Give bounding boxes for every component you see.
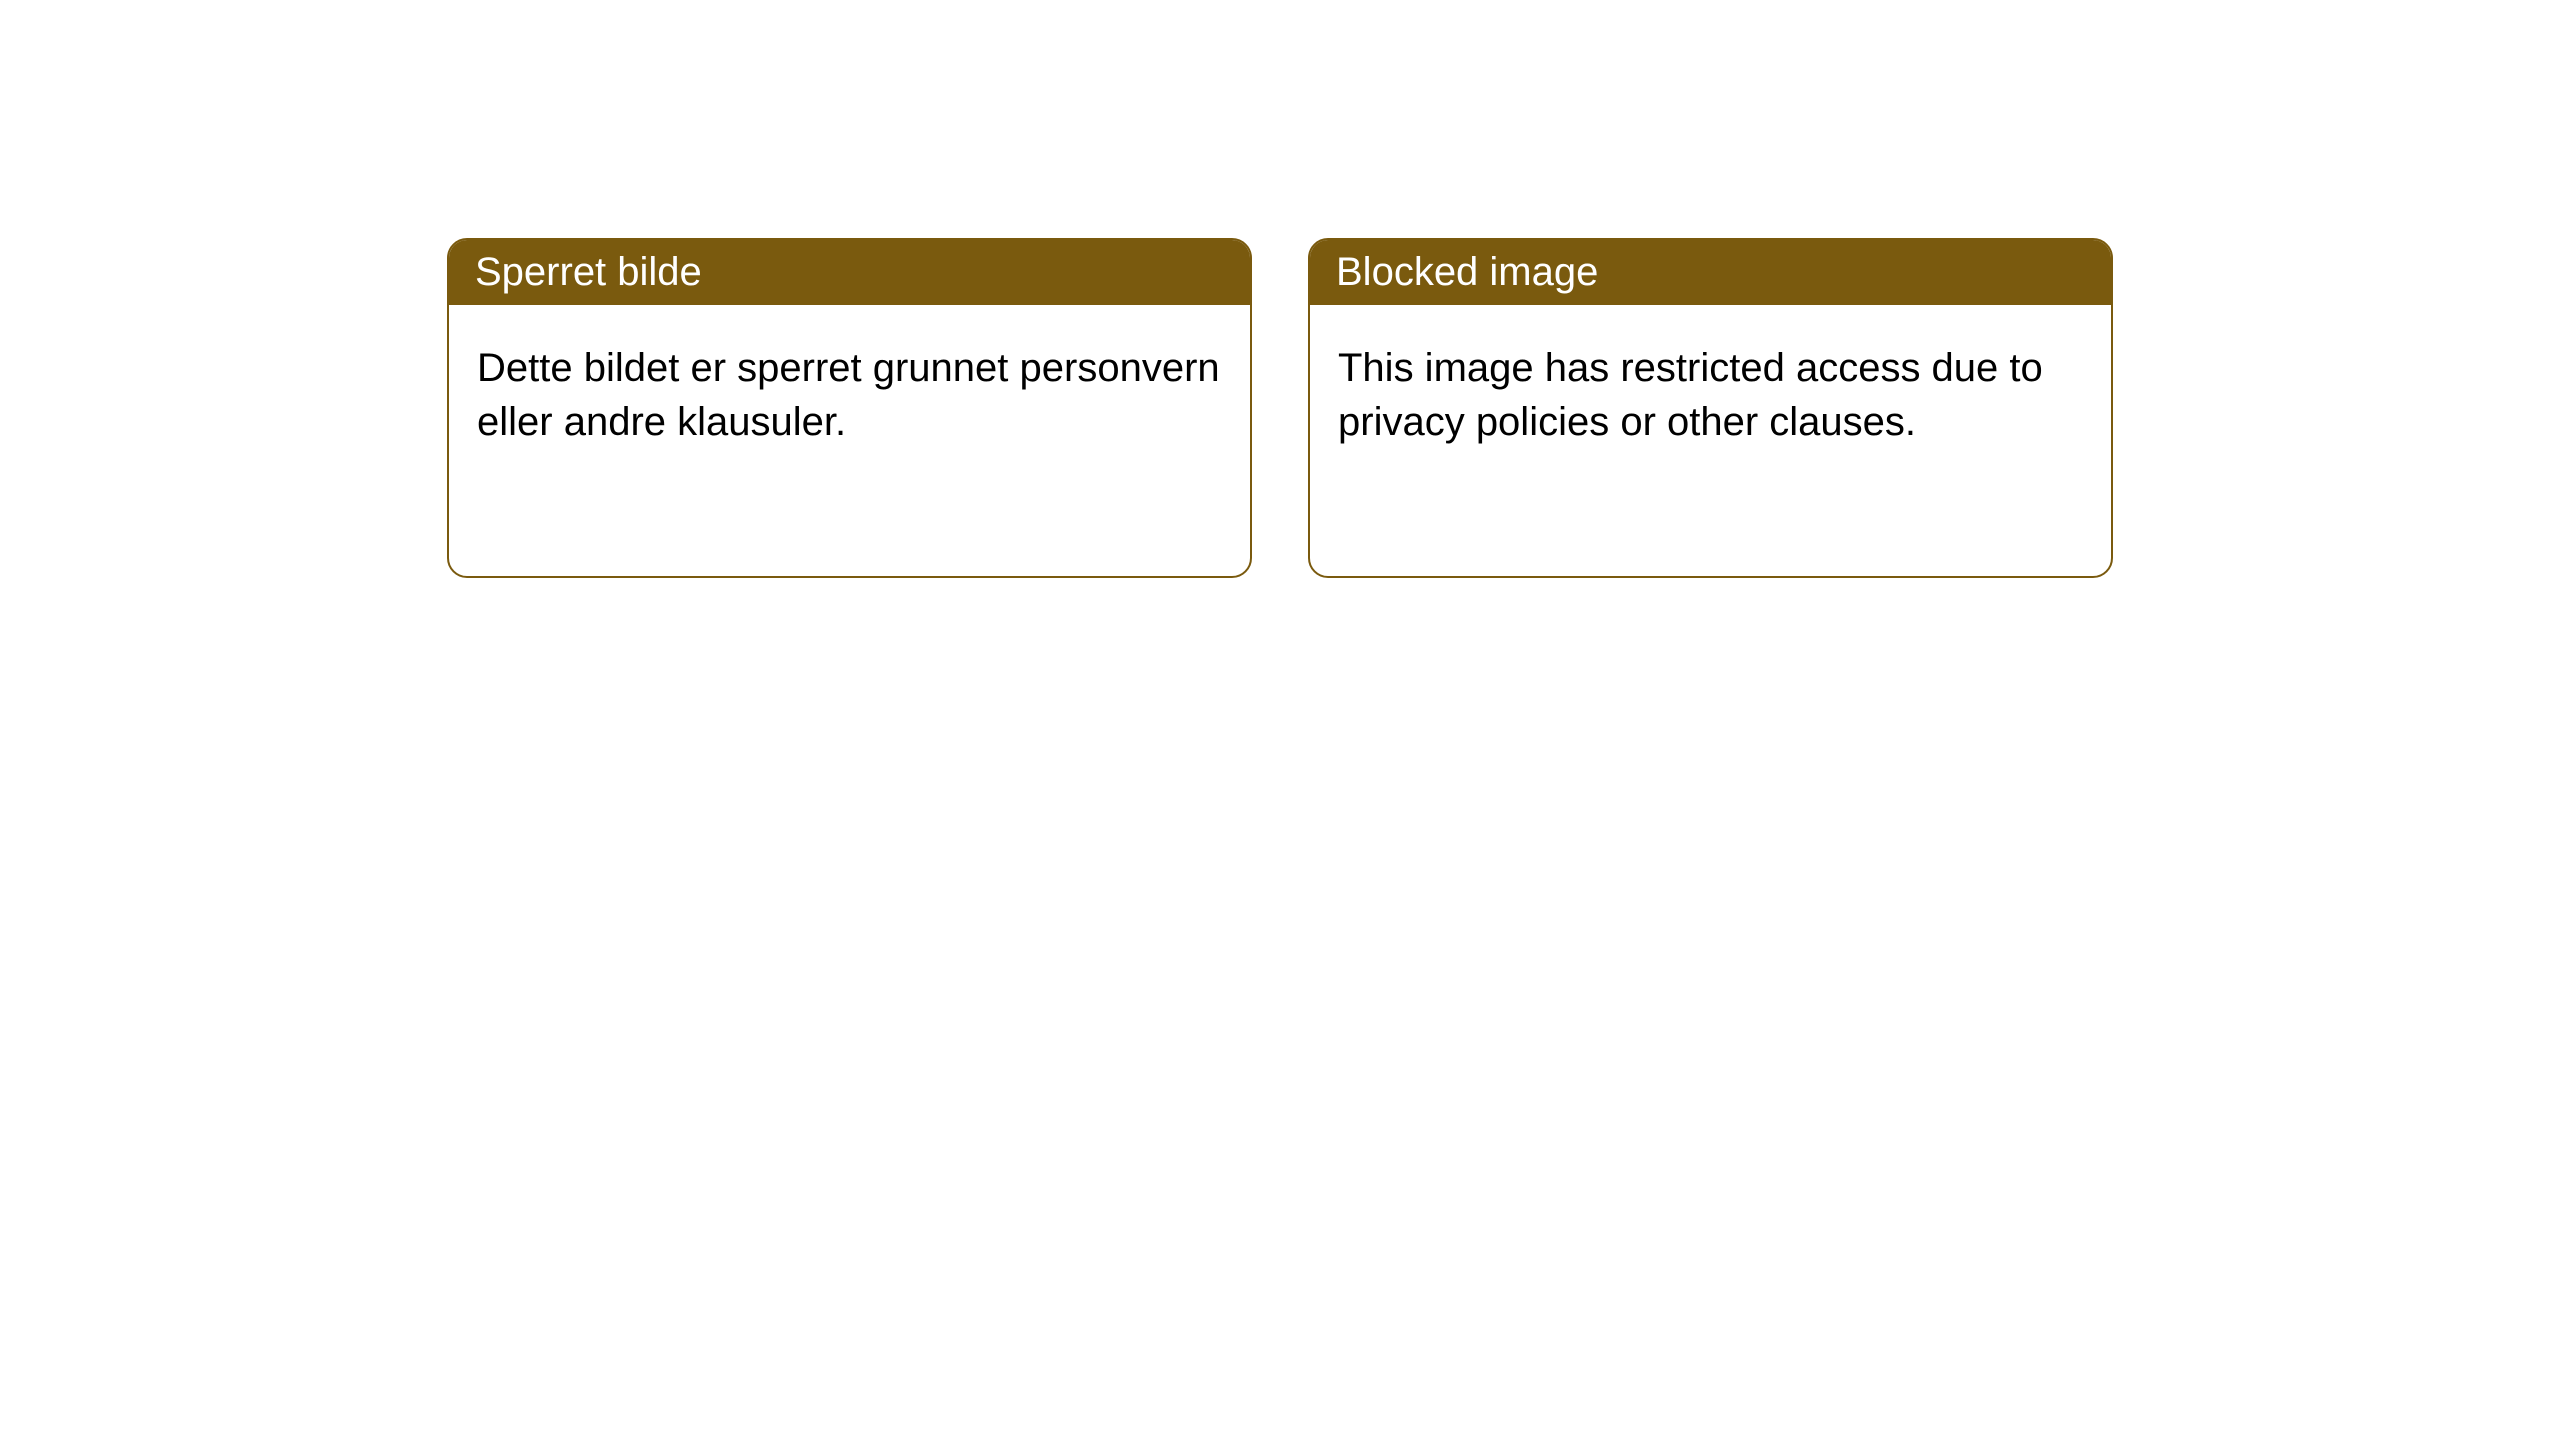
notice-container: Sperret bilde Dette bildet er sperret gr… <box>0 0 2560 578</box>
notice-card-english: Blocked image This image has restricted … <box>1308 238 2113 578</box>
card-body: Dette bildet er sperret grunnet personve… <box>449 305 1250 485</box>
card-title: Blocked image <box>1310 240 2111 305</box>
notice-card-norwegian: Sperret bilde Dette bildet er sperret gr… <box>447 238 1252 578</box>
card-body: This image has restricted access due to … <box>1310 305 2111 485</box>
card-title: Sperret bilde <box>449 240 1250 305</box>
